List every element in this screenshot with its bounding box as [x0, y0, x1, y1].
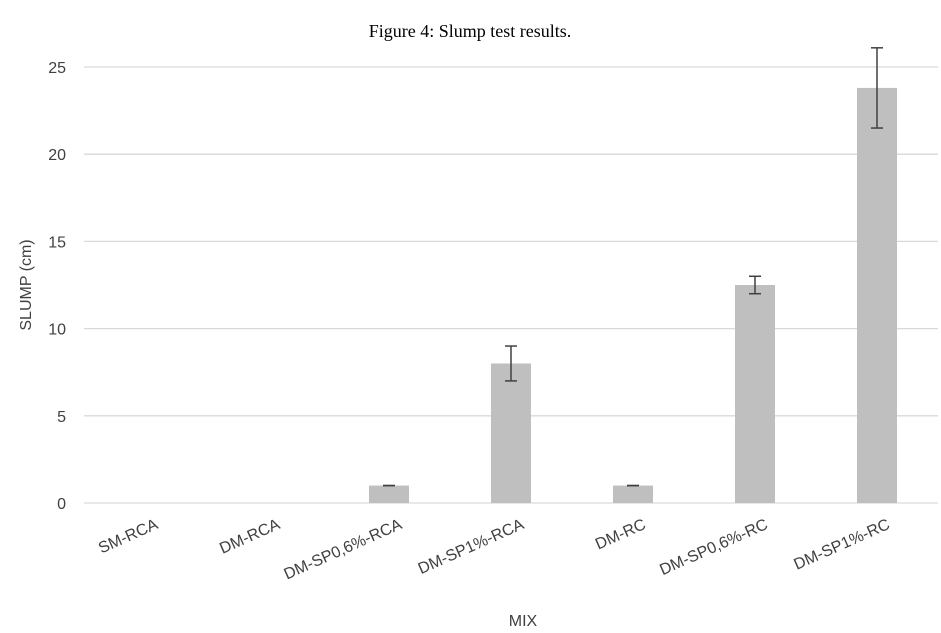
bars [369, 87, 897, 503]
bar [735, 285, 775, 503]
x-tick-label: DM-SP0,6%-RC [657, 516, 770, 579]
x-tick-label: DM-SP1%-RCA [416, 516, 527, 578]
y-tick-label: 0 [57, 496, 66, 513]
bar [491, 363, 531, 503]
y-tick-label: 15 [48, 234, 66, 251]
chart-caption: Figure 4: Slump test results. [369, 21, 572, 41]
bar [857, 87, 897, 503]
y-tick-label: 25 [48, 60, 66, 77]
x-tick-label: DM-RCA [217, 516, 283, 558]
bar [613, 485, 653, 503]
x-tick-label: DM-SP1%-RC [792, 516, 893, 573]
error-bar [505, 345, 517, 382]
x-tick-label: DM-SP0,6%-RCA [282, 516, 405, 583]
y-tick-label: 10 [48, 322, 66, 339]
x-axis-title: MIX [509, 613, 538, 628]
y-tick-label: 20 [48, 147, 66, 164]
error-bars [383, 47, 883, 487]
gridlines [84, 66, 938, 504]
bar [369, 485, 409, 503]
y-axis-title: SLUMP (cm) [18, 239, 35, 330]
x-tick-label: DM-RC [593, 516, 649, 553]
x-tick-label: SM-RCA [96, 516, 161, 557]
error-bar [871, 47, 883, 129]
y-tick-labels: 0 5 10 15 20 25 [48, 60, 66, 513]
error-bar [749, 275, 761, 295]
y-tick-label: 5 [57, 409, 66, 426]
